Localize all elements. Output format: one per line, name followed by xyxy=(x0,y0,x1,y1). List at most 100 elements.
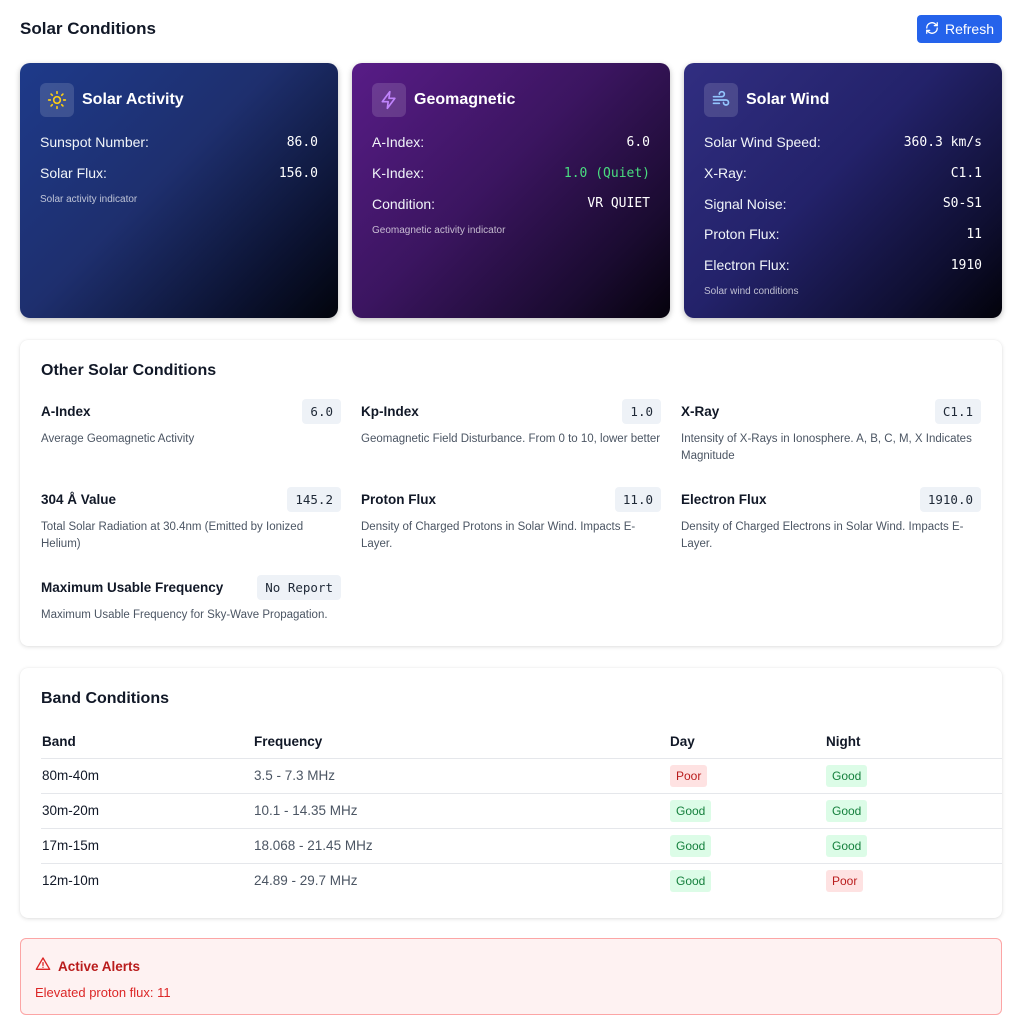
solar-wind-card: Solar Wind Solar Wind Speed: 360.3 km/s … xyxy=(684,63,1002,318)
table-header-row: Band Frequency Day Night xyxy=(41,726,1002,759)
other-conditions-panel: Other Solar Conditions A-Index 6.0 Avera… xyxy=(20,340,1002,646)
solar-activity-card: Solar Activity Sunspot Number: 86.0 Sola… xyxy=(20,63,338,318)
stat-row-wind-speed: Solar Wind Speed: 360.3 km/s xyxy=(704,127,982,158)
status-badge: Good xyxy=(670,869,712,892)
status-badge: Poor xyxy=(670,764,708,787)
frequency-cell: 24.89 - 29.7 MHz xyxy=(254,873,358,889)
stat-value: 6.0 xyxy=(626,134,650,150)
status-badge: Good xyxy=(826,799,868,822)
stat-value: 11 xyxy=(966,226,982,242)
stat-value: 1910 xyxy=(950,257,982,273)
condition-desc: Total Solar Radiation at 30.4nm (Emitted… xyxy=(41,521,304,550)
condition-name: Electron Flux xyxy=(681,491,767,507)
night-cell: Good xyxy=(825,758,1002,794)
day-cell: Poor xyxy=(669,758,825,794)
day-cell: Good xyxy=(669,793,825,829)
sun-icon xyxy=(40,83,74,117)
page-title: Solar Conditions xyxy=(20,19,156,38)
lightning-icon xyxy=(372,83,406,117)
stat-value: 360.3 km/s xyxy=(903,134,982,150)
other-conditions-title: Other Solar Conditions xyxy=(41,362,217,379)
status-badge: Good xyxy=(826,764,868,787)
condition-value: 11.0 xyxy=(614,486,661,512)
status-badge: Good xyxy=(826,834,868,857)
band-conditions-panel: Band Conditions Band Frequency Day Night… xyxy=(20,668,1002,918)
condition-name: Proton Flux xyxy=(361,491,436,507)
stat-value: VR QUIET xyxy=(587,196,650,212)
column-header-frequency: Frequency xyxy=(253,726,669,759)
stat-label: Solar Flux: xyxy=(40,165,107,182)
stat-label: Sunspot Number: xyxy=(40,134,149,151)
stat-value: 1.0 (Quiet) xyxy=(563,165,650,181)
active-alerts: Active Alerts Elevated proton flux: 11 xyxy=(20,938,1002,1015)
column-header-band: Band xyxy=(41,726,253,759)
card-note: Geomagnetic activity indicator xyxy=(372,225,506,237)
condition-value: 1910.0 xyxy=(919,486,981,512)
condition-desc: Average Geomagnetic Activity xyxy=(41,433,195,445)
condition-desc: Density of Charged Protons in Solar Wind… xyxy=(361,521,636,550)
frequency-cell: 3.5 - 7.3 MHz xyxy=(253,758,669,794)
stat-row-k-index: K-Index: 1.0 (Quiet) xyxy=(372,158,650,189)
night-cell: Good xyxy=(825,828,1002,864)
geomagnetic-card: Geomagnetic A-Index: 6.0 K-Index: 1.0 (Q… xyxy=(352,63,670,318)
band-table: Band Frequency Day Night 80m-40m 3.5 - 7… xyxy=(41,726,1002,898)
solar-wind-title: Solar Wind xyxy=(746,91,830,108)
condition-item-a-index: A-Index 6.0 Average Geomagnetic Activity xyxy=(41,397,341,448)
night-cell: Good xyxy=(825,793,1002,829)
condition-item-304a: 304 Å Value 145.2 Total Solar Radiation … xyxy=(41,485,341,553)
condition-desc: Maximum Usable Frequency for Sky-Wave Pr… xyxy=(41,609,328,621)
refresh-icon xyxy=(925,21,939,38)
condition-value: 1.0 xyxy=(622,398,661,424)
condition-name: Maximum Usable Frequency xyxy=(41,579,224,595)
condition-value: C1.1 xyxy=(934,398,981,424)
stat-label: A-Index: xyxy=(372,134,425,151)
frequency-cell: 18.068 - 21.45 MHz xyxy=(253,828,669,864)
geomagnetic-title: Geomagnetic xyxy=(414,91,516,108)
table-row: 30m-20m 10.1 - 14.35 MHz Good Good xyxy=(41,793,1002,829)
wind-icon xyxy=(704,83,738,117)
frequency-cell: 10.1 - 14.35 MHz xyxy=(253,793,669,829)
table-row: 17m-15m 18.068 - 21.45 MHz Good Good xyxy=(41,828,1002,864)
status-badge: Good xyxy=(670,799,712,822)
status-badge: Poor xyxy=(826,869,864,892)
stat-label: K-Index: xyxy=(372,165,425,182)
alerts-title: Active Alerts xyxy=(58,959,141,974)
stat-label: X-Ray: xyxy=(704,165,747,182)
condition-item-electron-flux: Electron Flux 1910.0 Density of Charged … xyxy=(681,485,981,553)
condition-item-proton-flux: Proton Flux 11.0 Density of Charged Prot… xyxy=(361,485,661,553)
condition-name: Kp-Index xyxy=(361,403,419,419)
stat-label: Electron Flux: xyxy=(704,257,790,274)
stat-row-a-index: A-Index: 6.0 xyxy=(372,127,650,158)
band-cell: 12m-10m xyxy=(42,873,100,889)
condition-value: No Report xyxy=(257,574,341,600)
condition-value: 6.0 xyxy=(302,398,341,424)
condition-item-muf: Maximum Usable Frequency No Report Maxim… xyxy=(41,573,341,624)
band-cell: 30m-20m xyxy=(41,793,253,829)
night-cell: Poor xyxy=(825,863,1002,898)
condition-name: 304 Å Value xyxy=(41,491,117,507)
stat-value: 86.0 xyxy=(286,134,318,150)
status-badge: Good xyxy=(670,834,712,857)
card-note: Solar wind conditions xyxy=(704,286,799,298)
condition-desc: Intensity of X-Rays in Ionosphere. A, B,… xyxy=(681,433,972,462)
stat-row-proton-flux: Proton Flux: 11 xyxy=(704,219,982,250)
condition-value: 145.2 xyxy=(287,486,341,512)
table-row: 80m-40m 3.5 - 7.3 MHz Poor Good xyxy=(41,758,1002,794)
column-header-night: Night xyxy=(825,726,1002,759)
band-conditions-title: Band Conditions xyxy=(41,690,169,707)
stat-row-condition: Condition: VR QUIET xyxy=(372,188,650,219)
condition-item-kp-index: Kp-Index 1.0 Geomagnetic Field Disturban… xyxy=(361,397,661,448)
stat-row-electron-flux: Electron Flux: 1910 xyxy=(704,250,982,281)
day-cell: Good xyxy=(669,828,825,864)
column-header-day: Day xyxy=(669,726,825,759)
table-row: 12m-10m 24.89 - 29.7 MHz Good Poor xyxy=(41,863,1002,898)
band-cell: 17m-15m xyxy=(41,828,253,864)
stat-value: C1.1 xyxy=(950,165,982,181)
condition-desc: Geomagnetic Field Disturbance. From 0 to… xyxy=(361,433,661,445)
condition-item-xray: X-Ray C1.1 Intensity of X-Rays in Ionosp… xyxy=(681,397,981,465)
stat-label: Condition: xyxy=(372,195,436,212)
refresh-button[interactable]: Refresh xyxy=(917,15,1002,43)
stat-row-sunspot: Sunspot Number: 86.0 xyxy=(40,127,318,158)
warning-icon xyxy=(35,956,51,977)
stat-row-xray: X-Ray: C1.1 xyxy=(704,158,982,189)
